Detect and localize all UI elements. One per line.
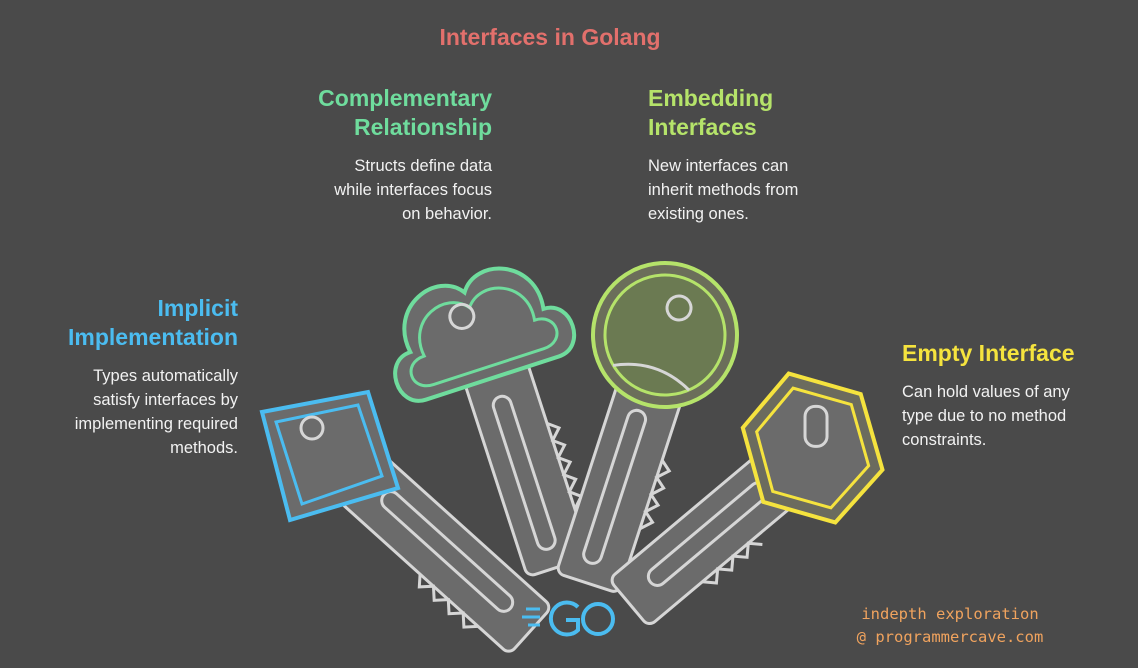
description-empty-interface: Can hold values of any type due to no me… — [902, 380, 1122, 452]
block-implicit-implementation: Implicit Implementation Types automatica… — [0, 294, 238, 460]
body-line: satisfy interfaces by — [93, 391, 238, 409]
description-complementary-relationship: Structs define data while interfaces foc… — [262, 154, 492, 226]
body-line: existing ones. — [648, 205, 749, 223]
block-complementary-relationship: Complementary Relationship Structs defin… — [262, 84, 492, 226]
heading-line-2: Implementation — [68, 324, 238, 350]
key-square-icon — [259, 389, 551, 653]
block-embedding-interfaces: Embedding Interfaces New interfaces can … — [648, 84, 888, 226]
heading-implicit-implementation: Implicit Implementation — [0, 294, 238, 352]
key-round-icon — [556, 261, 739, 593]
heading-embedding-interfaces: Embedding Interfaces — [648, 84, 888, 142]
heading-empty-interface: Empty Interface — [902, 340, 1075, 366]
heading-line-1: Implicit — [157, 295, 238, 321]
body-line: New interfaces can — [648, 157, 789, 175]
heading-line-1: Embedding — [648, 85, 774, 111]
description-embedding-interfaces: New interfaces can inherit methods from … — [648, 154, 888, 226]
body-line: inherit methods from — [648, 181, 799, 199]
body-line: methods. — [170, 439, 238, 457]
description-implicit-implementation: Types automatically satisfy interfaces b… — [0, 364, 238, 460]
heading-line-2: Interfaces — [648, 114, 757, 140]
key-cloud-icon — [393, 266, 590, 577]
body-line: while interfaces focus — [334, 181, 492, 199]
body-line: implementing required — [74, 415, 238, 433]
block-empty-interface: Empty Interface Can hold values of any t… — [902, 339, 1122, 452]
heading-line-2: Relationship — [353, 114, 492, 140]
body-line: Can hold values of any — [902, 383, 1070, 401]
body-line: type due to no method — [902, 407, 1067, 425]
heading-line-1: Complementary — [318, 85, 492, 111]
body-line: Types automatically — [93, 367, 238, 385]
credit-text: indepth exploration @ programmercave.com — [830, 603, 1070, 649]
credit-line-1: indepth exploration — [861, 605, 1039, 623]
body-line: on behavior. — [402, 205, 492, 223]
page-title: Interfaces in Golang — [439, 24, 661, 50]
key-hexagon-icon — [610, 371, 885, 626]
body-line: Structs define data — [354, 157, 492, 175]
go-logo-icon — [522, 600, 615, 637]
heading-complementary-relationship: Complementary Relationship — [262, 84, 492, 142]
body-line: constraints. — [902, 431, 987, 449]
credit-line-2: @ programmercave.com — [856, 628, 1044, 646]
